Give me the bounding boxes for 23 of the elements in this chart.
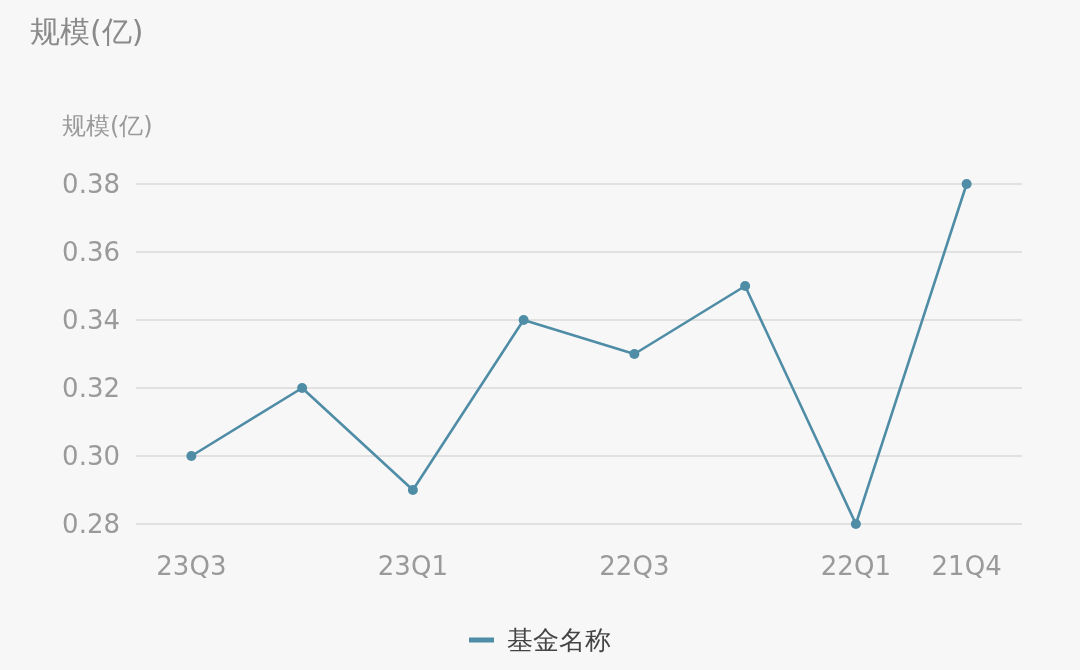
y-tick-label: 0.36 <box>62 237 120 267</box>
y-tick-label: 0.34 <box>62 305 120 335</box>
y-axis-title: 规模(亿) <box>62 112 153 140</box>
y-tick-label: 0.32 <box>62 373 120 403</box>
point <box>186 451 197 461</box>
y-tick-label: 0.30 <box>62 441 120 471</box>
y-tick-label: 0.38 <box>62 169 120 199</box>
y-tick-label: 0.28 <box>62 509 120 539</box>
point <box>629 349 640 359</box>
point <box>518 315 529 325</box>
legend: 基金名称 <box>469 625 611 655</box>
point <box>850 519 861 529</box>
x-tick-label: 23Q3 <box>156 551 227 581</box>
point <box>407 485 418 495</box>
x-tick-label: 22Q3 <box>599 551 670 581</box>
x-tick-label: 21Q4 <box>931 551 1002 581</box>
point <box>297 383 308 393</box>
legend-label: 基金名称 <box>507 625 611 655</box>
point <box>740 281 751 291</box>
chart-title: 规模(亿) <box>30 14 144 49</box>
x-tick-label: 23Q1 <box>377 551 448 581</box>
x-tick-label: 22Q1 <box>820 551 891 581</box>
point <box>961 179 972 189</box>
